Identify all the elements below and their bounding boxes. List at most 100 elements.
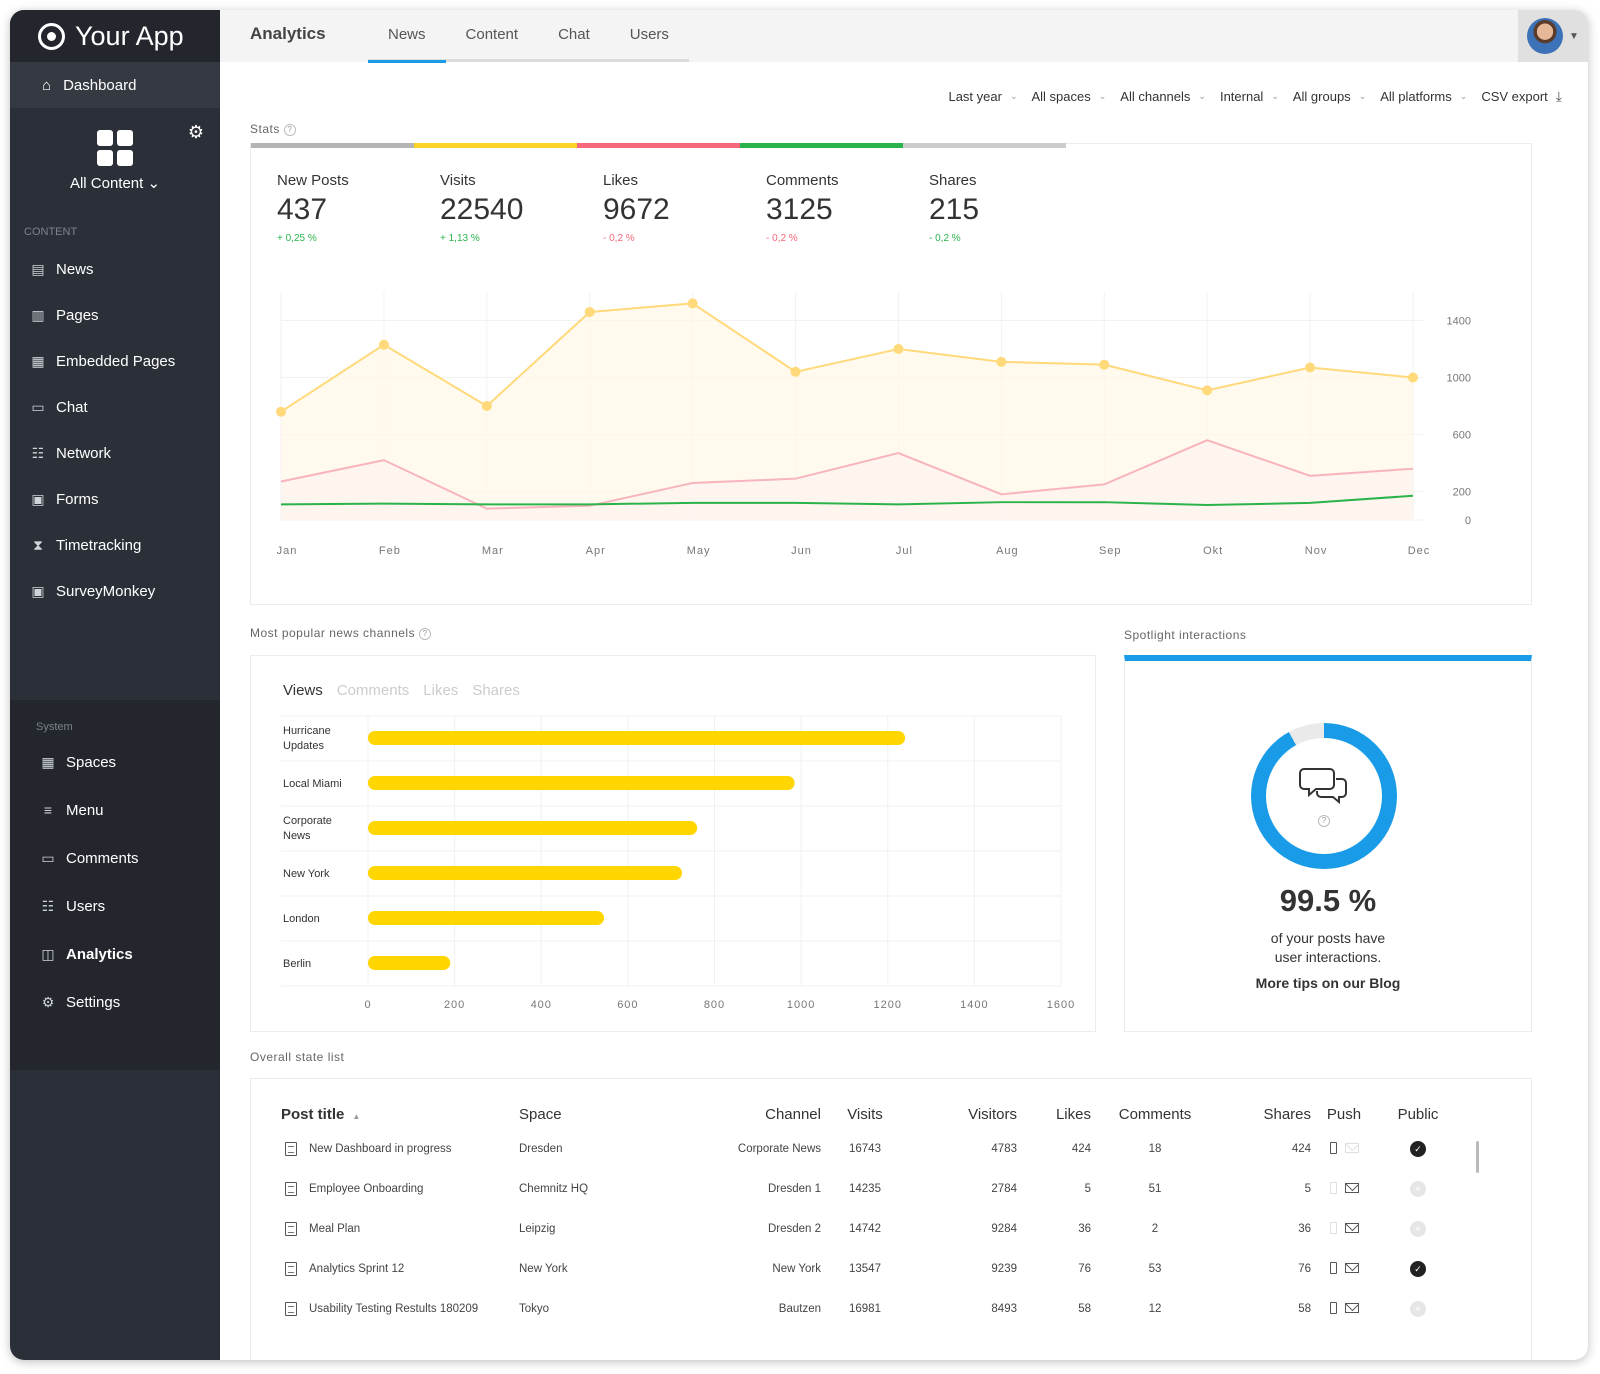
table-row[interactable]: Employee Onboarding Chemnitz HQ Dresden 1 1…	[275, 1169, 1459, 1209]
phone-icon[interactable]	[1329, 1301, 1337, 1314]
x-tick-label: Aug	[996, 545, 1019, 557]
popular-tab-shares[interactable]: Shares	[472, 682, 520, 699]
sidebar-item-timetracking[interactable]: ⧗ Timetracking	[10, 522, 220, 568]
cell-visitors: 9284	[991, 1223, 1017, 1235]
column-header[interactable]: Channel	[765, 1105, 821, 1123]
content-switcher[interactable]: ⚙ All Content ⌄	[10, 108, 220, 218]
sidebar-item-news[interactable]: ▤ News	[10, 246, 220, 292]
public-check-icon[interactable]: ×	[1410, 1181, 1426, 1197]
stat-name: New Posts	[277, 172, 349, 189]
sidebar-item-analytics[interactable]: ◫ Analytics	[10, 930, 220, 978]
column-header[interactable]: Public	[1397, 1105, 1439, 1123]
help-icon[interactable]: ?	[1318, 815, 1330, 827]
help-icon[interactable]: ?	[283, 123, 296, 136]
tab-users[interactable]: Users	[629, 26, 669, 43]
state-list-card: Post title ▲ Space Channel Visits Visitors Lik…	[250, 1078, 1532, 1360]
gear-icon[interactable]: ⚙	[187, 122, 204, 142]
mail-icon[interactable]	[1344, 1222, 1359, 1233]
cell-space: Tokyo	[519, 1303, 550, 1315]
public-check-icon[interactable]: ✓	[1410, 1141, 1426, 1157]
stat-delta: + 0,25 %	[277, 233, 317, 244]
tab-content[interactable]: Content	[465, 26, 519, 43]
sidebar-item-label: Network	[56, 444, 112, 462]
public-check-icon[interactable]: ×	[1410, 1221, 1426, 1237]
sidebar-item-users[interactable]: ☷ Users	[10, 882, 220, 930]
table-row[interactable]: Meal Plan Leipzig Dresden 2 14742 9284 36 2 36 ×	[275, 1209, 1459, 1249]
sidebar-item-label: Timetracking	[56, 536, 142, 554]
sidebar-item-chat[interactable]: ▭ Chat	[10, 384, 220, 430]
popular-tab-likes[interactable]: Likes	[423, 682, 459, 699]
sidebar-item-label: Settings	[66, 993, 121, 1011]
mail-icon[interactable]	[1344, 1182, 1359, 1193]
cell-channel: Bautzen	[778, 1303, 821, 1315]
sidebar-item-label: Forms	[56, 490, 99, 508]
mail-icon[interactable]	[1344, 1262, 1359, 1273]
column-header[interactable]: Visitors	[968, 1105, 1017, 1123]
filter-dropdown[interactable]: Internal ⌄	[1220, 88, 1279, 105]
cell-public: ×	[1377, 1289, 1459, 1329]
tab-chat[interactable]: Chat	[558, 26, 590, 43]
phone-icon[interactable]	[1329, 1261, 1337, 1274]
blog-tips-link[interactable]: More tips on our Blog	[1255, 975, 1401, 991]
y-tick-label: 600	[1453, 430, 1471, 442]
mail-icon[interactable]	[1344, 1142, 1359, 1153]
profile-menu[interactable]: ▼	[1518, 10, 1588, 62]
sidebar-item-spaces[interactable]: ▦ Spaces	[10, 738, 220, 786]
column-header[interactable]: Comments	[1118, 1105, 1192, 1123]
public-check-icon[interactable]: ✓	[1410, 1261, 1426, 1277]
sidebar-item-surveymonkey[interactable]: ▣ SurveyMonkey	[10, 568, 220, 614]
filter-dropdown[interactable]: All platforms ⌄	[1380, 88, 1467, 105]
stats-card: New Posts 437 + 0,25 % Visits 22540 + 1,13 % L…	[250, 143, 1532, 605]
series-point	[790, 366, 801, 377]
table-row[interactable]: New Dashboard in progress Dresden Corporat…	[275, 1129, 1459, 1169]
filter-label: All channels	[1120, 89, 1191, 104]
series-point	[378, 339, 389, 350]
sidebar-item-settings[interactable]: ⚙ Settings	[10, 978, 220, 1026]
category-label: New York	[283, 868, 330, 880]
series-area	[281, 440, 1413, 520]
help-icon[interactable]: ?	[419, 627, 432, 640]
table-row[interactable]: Analytics Sprint 12 New York New York 13547…	[275, 1249, 1459, 1289]
bar	[368, 776, 795, 790]
public-check-icon[interactable]: ×	[1410, 1301, 1426, 1317]
sidebar-item-menu[interactable]: ≡ Menu	[10, 786, 220, 834]
spotlight-ring: ?	[1251, 723, 1397, 869]
mail-icon[interactable]	[1344, 1302, 1359, 1313]
sidebar-item-comments[interactable]: ▭ Comments	[10, 834, 220, 882]
phone-icon[interactable]	[1329, 1141, 1337, 1154]
category-label: Local Miami	[283, 778, 342, 790]
sidebar-item-network[interactable]: ☷ Network	[10, 430, 220, 476]
table-scrollbar[interactable]	[1476, 1141, 1479, 1173]
phone-icon[interactable]	[1329, 1181, 1337, 1194]
column-header[interactable]: Visits	[847, 1105, 883, 1123]
home-icon: ⌂	[42, 76, 52, 94]
sidebar-item-embedded-pages[interactable]: ▦ Embedded Pages	[10, 338, 220, 384]
column-header[interactable]: Likes	[1055, 1105, 1091, 1123]
sidebar-item-forms[interactable]: ▣ Forms	[10, 476, 220, 522]
column-header[interactable]: Shares	[1263, 1105, 1311, 1123]
x-tick-label: Sep	[1099, 545, 1122, 557]
x-tick-label: May	[687, 545, 711, 557]
phone-icon[interactable]	[1329, 1221, 1337, 1234]
sort-icon[interactable]: ▲	[352, 1111, 361, 1121]
cell-push	[1311, 1249, 1377, 1289]
gear-icon: ⚙	[41, 993, 55, 1010]
filter-dropdown[interactable]: All spaces ⌄	[1032, 88, 1107, 105]
app-brand[interactable]: Your App	[10, 10, 220, 62]
csv-export-button[interactable]: CSV export ⤓	[1481, 88, 1562, 105]
tab-news[interactable]: News	[368, 10, 446, 63]
cell-space: Leipzig	[519, 1223, 556, 1235]
filter-dropdown[interactable]: All groups ⌄	[1293, 88, 1366, 105]
sidebar-item-pages[interactable]: ▥ Pages	[10, 292, 220, 338]
table-row[interactable]: Usability Testing Restults 180209 Tokyo Ba…	[275, 1289, 1459, 1329]
column-header[interactable]: Push	[1326, 1105, 1362, 1123]
stat-delta: + 1,13 %	[440, 233, 480, 244]
column-header[interactable]: Post title ▲	[281, 1105, 361, 1123]
sidebar-item-dashboard[interactable]: ⌂ Dashboard	[10, 62, 220, 108]
filter-dropdown[interactable]: Last year ⌄	[948, 88, 1017, 105]
filter-dropdown[interactable]: All channels ⌄	[1120, 88, 1206, 105]
sidebar-item-label: Spaces	[66, 753, 117, 771]
column-header[interactable]: Space	[519, 1105, 562, 1123]
popular-tab-views[interactable]: Views	[283, 682, 323, 699]
popular-tab-comments[interactable]: Comments	[336, 682, 410, 699]
